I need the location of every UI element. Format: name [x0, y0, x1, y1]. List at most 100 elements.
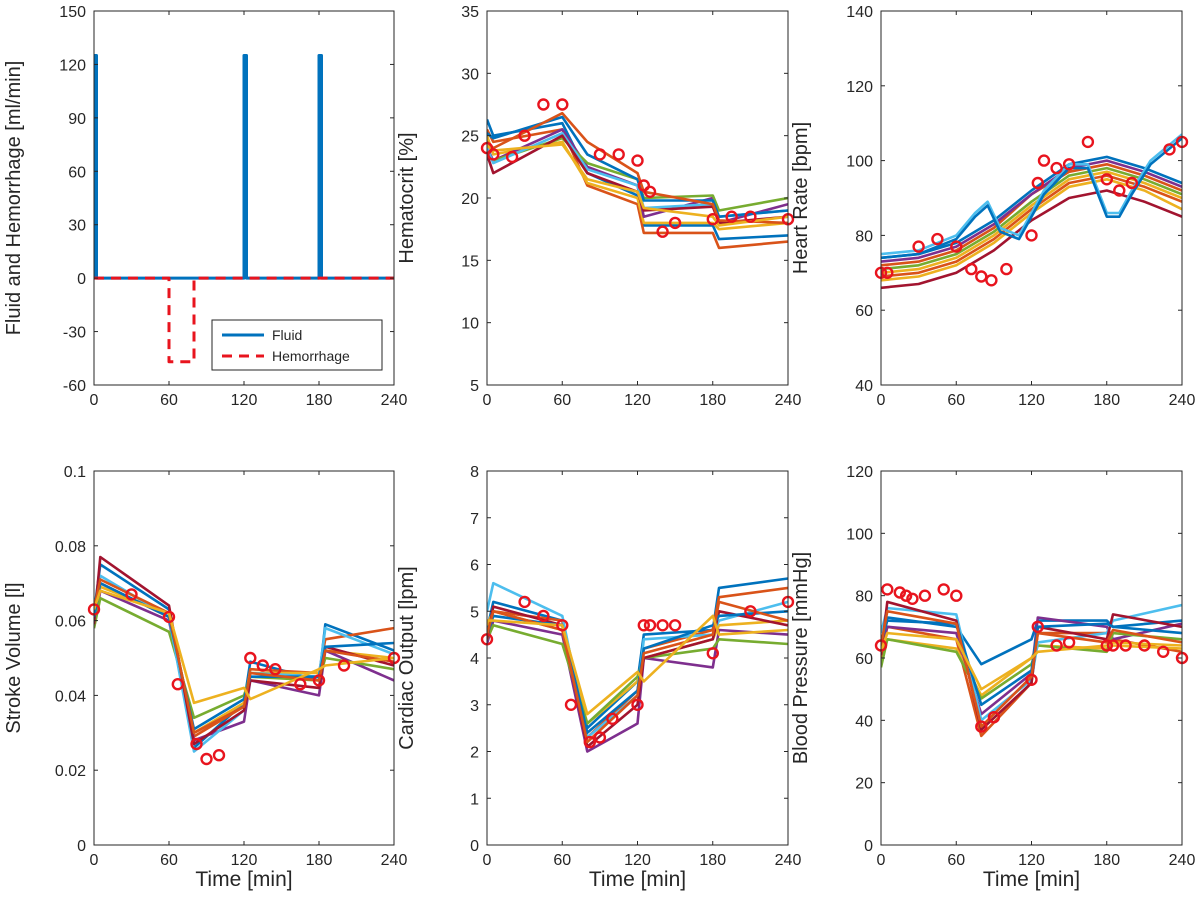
data-point-marker [487, 148, 500, 161]
x-tick-label: 60 [160, 852, 178, 869]
y-tick-label: 150 [59, 4, 86, 21]
series-line-5 [487, 623, 788, 725]
y-tick-label: 30 [68, 218, 86, 235]
data-point-marker [975, 270, 988, 283]
data-point-marker [1062, 636, 1076, 649]
y-axis-label: Cardiac Output [lpm] [396, 566, 418, 749]
observed-markers [874, 135, 1189, 287]
panel-stroke-volume: 0 60 120 180 240 0 0.02 0.04 0.06 0.08 0.1 Stroke V… [3, 464, 407, 891]
data-point-marker [706, 647, 719, 660]
x-tick-label: 60 [947, 852, 965, 869]
y-tick-label: 0.06 [55, 614, 86, 631]
x-tick-label: 60 [553, 852, 571, 869]
y-tick-label: 30 [461, 66, 479, 83]
x-tick-label: 180 [699, 392, 726, 409]
legend-label-hemorrhage: Hemorrhage [272, 348, 350, 364]
x-axis-label: Time [min] [983, 868, 1080, 891]
y-tick-label: 0 [77, 271, 86, 288]
data-point-marker [212, 749, 226, 762]
y-tick-label: 0.1 [64, 464, 86, 481]
y-tick-label: 5 [470, 378, 479, 395]
legend: Fluid Hemorrhage [211, 319, 383, 371]
y-tick-label: 120 [846, 79, 873, 96]
y-tick-label: 2 [470, 745, 479, 762]
data-point-marker [918, 589, 932, 602]
y-tick-label: 0 [77, 838, 86, 855]
y-axis-label: Stroke Volume [l] [3, 582, 25, 733]
x-tick-label: 180 [1093, 852, 1120, 869]
data-point-marker [1050, 639, 1063, 652]
data-point-marker [637, 179, 650, 192]
data-point-marker [1025, 229, 1038, 242]
data-point-marker [1113, 184, 1126, 197]
data-point-marker [881, 583, 894, 596]
data-point-marker [612, 148, 625, 161]
x-tick-label: 180 [1093, 392, 1120, 409]
x-tick-label: 180 [306, 392, 333, 409]
y-tick-label: 40 [855, 378, 873, 395]
panel-blood-pressure: 0 60 120 180 240 0 20 40 60 80 100 120 Blood Pressur… [790, 464, 1195, 891]
data-point-marker [162, 610, 176, 624]
y-axis-label: Blood Pressure [mmHg] [790, 552, 812, 764]
y-tick-label: 140 [846, 4, 873, 21]
y-tick-label: 6 [470, 558, 479, 575]
y-tick-label: 35 [461, 4, 479, 21]
y-tick-label: 0.04 [55, 688, 86, 705]
y-tick-label: 0.08 [55, 539, 86, 556]
x-tick-label: 120 [1018, 852, 1045, 869]
x-tick-label: 240 [775, 852, 802, 869]
y-tick-label: 90 [68, 111, 86, 128]
data-point-marker [643, 185, 657, 199]
series-line-6 [881, 189, 1182, 290]
series-line-5 [881, 166, 1182, 271]
x-tick-label: 60 [947, 392, 965, 409]
data-point-marker [643, 619, 657, 632]
data-point-marker [744, 605, 757, 618]
data-point-marker [950, 240, 963, 253]
data-point-marker [899, 589, 913, 602]
x-tick-label: 240 [1169, 392, 1196, 409]
x-tick-label: 240 [1169, 852, 1196, 869]
data-point-marker [518, 595, 531, 609]
data-point-marker [606, 712, 619, 725]
data-point-marker [1062, 158, 1076, 171]
data-point-marker [190, 737, 203, 751]
legend-box [211, 319, 383, 371]
x-tick-label: 0 [90, 852, 99, 869]
data-point-marker [244, 651, 257, 665]
panel-hematocrit: 0 60 120 180 240 5 10 15 20 25 30 35 Hematocrit [%] [396, 4, 801, 409]
y-tick-label: 80 [855, 589, 873, 606]
data-point-marker [593, 731, 607, 744]
observed-markers [480, 98, 795, 238]
data-point-marker [593, 148, 607, 161]
panel-cardiac-output: 0 60 120 180 240 0 1 2 3 4 5 6 7 8 Cardiac Output [lpm… [396, 464, 801, 891]
data-point-marker [556, 98, 569, 111]
y-axis-label: Hematocrit [%] [396, 132, 418, 263]
series-line-9 [881, 609, 1182, 728]
x-tick-label: 240 [775, 392, 802, 409]
data-point-marker [668, 619, 682, 632]
y-tick-label: 120 [59, 57, 86, 74]
y-tick-label: 40 [855, 713, 873, 730]
series-line-fluid [94, 54, 394, 280]
data-point-marker [706, 212, 719, 226]
data-point-marker [171, 678, 185, 691]
y-tick-label: 25 [461, 129, 479, 146]
series-line-9 [94, 578, 394, 735]
data-point-marker [881, 266, 894, 279]
data-point-marker [1050, 161, 1063, 175]
data-point-marker [125, 588, 138, 601]
series-line-10 [881, 137, 1182, 260]
x-tick-label: 120 [231, 852, 258, 869]
y-tick-label: 1 [470, 791, 479, 808]
legend-label-fluid: Fluid [272, 327, 302, 343]
series-line-7 [881, 174, 1182, 278]
data-point-marker [906, 592, 919, 605]
series-line-9 [487, 600, 788, 744]
data-point-marker [583, 735, 596, 749]
y-tick-label: 0.02 [55, 763, 86, 780]
data-point-marker [893, 586, 906, 599]
x-tick-label: 0 [483, 852, 492, 869]
y-tick-label: 7 [470, 511, 479, 528]
data-point-marker [937, 583, 950, 596]
